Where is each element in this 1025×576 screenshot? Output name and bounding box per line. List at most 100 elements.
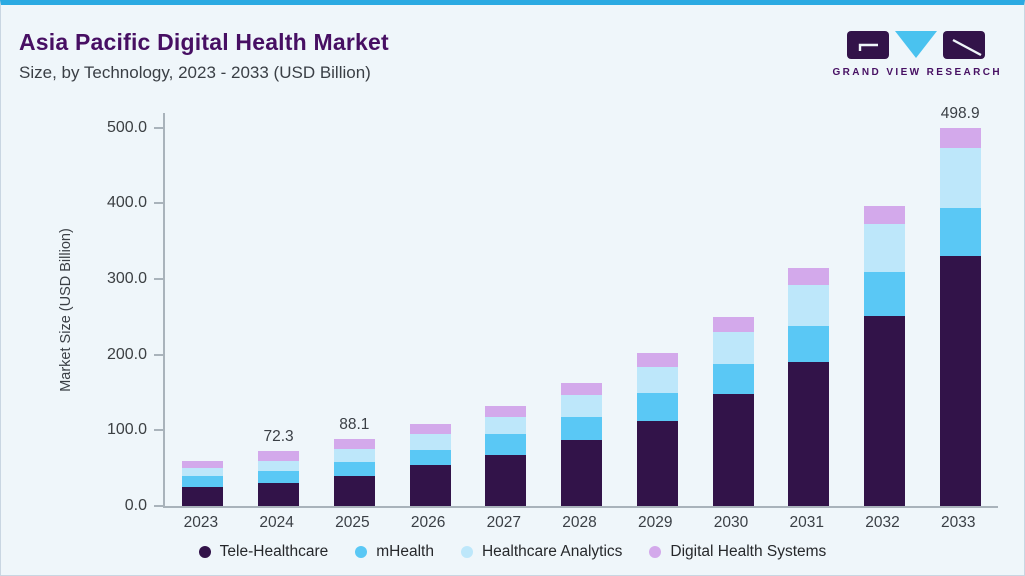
header: Asia Pacific Digital Health Market Size,… bbox=[19, 29, 1002, 83]
y-tick-label: 300.0 bbox=[106, 269, 147, 287]
bar-segment-healthcare-analytics bbox=[939, 147, 981, 209]
y-tick bbox=[154, 277, 163, 280]
bar-segment-mhealth bbox=[485, 433, 527, 455]
gvr-logo: GRAND VIEW RESEARCH bbox=[833, 29, 1003, 78]
x-axis-label-2027: 2027 bbox=[486, 514, 522, 531]
bar-group-2023 bbox=[182, 460, 224, 506]
bar-segment-tele-healthcare bbox=[712, 394, 754, 506]
bar-segment-mhealth bbox=[333, 461, 375, 476]
bar-segment-digital-health-systems bbox=[863, 206, 905, 225]
legend-item-label: Digital Health Systems bbox=[670, 543, 827, 560]
bar-segment-tele-healthcare bbox=[333, 475, 375, 506]
y-tick-label: 0.0 bbox=[124, 497, 147, 514]
y-axis-title: Market Size (USD Billion) bbox=[58, 227, 75, 392]
bar-group-2030 bbox=[712, 316, 754, 506]
bar-segment-healthcare-analytics bbox=[258, 461, 300, 471]
bar-segment-mhealth bbox=[788, 325, 830, 363]
legend-item-tele-healthcare: Tele-Healthcare bbox=[198, 543, 328, 561]
legend-item-label: mHealth bbox=[376, 543, 434, 560]
bar-segment-tele-healthcare bbox=[788, 362, 830, 506]
legend-item-healthcare-analytics: Healthcare Analytics bbox=[460, 543, 623, 561]
bar-slot-2029 bbox=[619, 113, 695, 506]
bar-slot-2030 bbox=[695, 113, 771, 506]
plot-area: 0.0 100.0 200.0 300.0 400.0 500.0 72.3 88.1 498.… bbox=[107, 105, 998, 514]
bar-group-2027 bbox=[485, 405, 527, 506]
x-axis-label-2033: 2033 bbox=[940, 514, 976, 531]
bar-segment-tele-healthcare bbox=[182, 486, 224, 506]
x-axis-label-2028: 2028 bbox=[562, 514, 597, 531]
bar-segment-mhealth bbox=[409, 449, 451, 466]
y-tick-label: 200.0 bbox=[106, 345, 147, 363]
logo-g-detail bbox=[859, 43, 879, 51]
bar-segment-tele-healthcare bbox=[485, 454, 527, 506]
bar-group-2028 bbox=[561, 382, 603, 506]
legend-item-mhealth: mHealth bbox=[355, 543, 434, 561]
x-axis-label-2026: 2026 bbox=[410, 514, 446, 531]
bar-segment-healthcare-analytics bbox=[485, 416, 527, 434]
bar-segment-healthcare-analytics bbox=[788, 284, 830, 326]
y-tick bbox=[154, 353, 163, 356]
bar-value-label: 72.3 bbox=[263, 428, 294, 446]
x-axis-label-2023: 2023 bbox=[183, 514, 219, 531]
bar-group-2033: 498.9 bbox=[939, 105, 981, 506]
y-tick bbox=[154, 429, 163, 432]
bar-segment-digital-health-systems bbox=[788, 268, 830, 285]
y-tick bbox=[154, 202, 163, 205]
bars-layer: 72.3 88.1 498.9 bbox=[165, 105, 998, 506]
bar-segment-digital-health-systems bbox=[409, 423, 451, 435]
x-axis-label-2025: 2025 bbox=[335, 514, 370, 531]
bar-slot-2027 bbox=[468, 113, 544, 506]
bar-segment-healthcare-analytics bbox=[712, 332, 754, 364]
bar-segment-mhealth bbox=[182, 476, 224, 487]
legend-item-digital-health-systems: Digital Health Systems bbox=[649, 543, 826, 561]
bar-segment-tele-healthcare bbox=[939, 255, 981, 506]
legend: Tele-Healthcare mHealth Healthcare Analyti… bbox=[1, 543, 1024, 561]
bar-segment-tele-healthcare bbox=[258, 483, 300, 506]
bar-segment-digital-health-systems bbox=[712, 316, 754, 333]
bar-slot-2026 bbox=[392, 113, 468, 506]
x-axis-label-2032: 2032 bbox=[865, 514, 900, 531]
bar-group-2024: 72.3 bbox=[258, 428, 300, 506]
x-axis-labels: 2023 2024 2025 2026 2027 2028 2029 2030 2031 2032… bbox=[163, 514, 996, 532]
bar-group-2031 bbox=[788, 268, 830, 506]
bar-segment-tele-healthcare bbox=[409, 465, 451, 506]
bar-segment-healthcare-analytics bbox=[182, 468, 224, 477]
bar-value-label: 88.1 bbox=[339, 416, 370, 434]
legend-dot-icon bbox=[198, 546, 211, 558]
bar-segment-healthcare-analytics bbox=[863, 224, 905, 273]
y-tick-label: 100.0 bbox=[106, 421, 147, 439]
bar-segment-healthcare-analytics bbox=[409, 434, 451, 450]
y-tick-label: 500.0 bbox=[106, 118, 147, 136]
y-tick-label: 400.0 bbox=[106, 194, 147, 212]
bar-group-2026 bbox=[409, 423, 451, 506]
bar-segment-digital-health-systems bbox=[485, 405, 527, 417]
bar-group-2029 bbox=[636, 352, 678, 506]
bar-slot-2032 bbox=[847, 113, 923, 506]
bar-segment-digital-health-systems bbox=[561, 382, 603, 395]
y-tick bbox=[154, 505, 163, 507]
logo-v-shape bbox=[895, 31, 938, 58]
bar-slot-2025: 88.1 bbox=[316, 113, 392, 506]
bar-segment-digital-health-systems bbox=[333, 439, 375, 450]
bar-group-2032 bbox=[863, 206, 905, 506]
bar-slot-2033: 498.9 bbox=[922, 105, 998, 506]
bar-segment-mhealth bbox=[863, 272, 905, 316]
bar-segment-healthcare-analytics bbox=[333, 449, 375, 462]
page-title: Asia Pacific Digital Health Market bbox=[19, 29, 389, 55]
bar-slot-2031 bbox=[771, 113, 847, 506]
bar-segment-mhealth bbox=[258, 470, 300, 484]
legend-dot-icon bbox=[355, 546, 368, 558]
bar-segment-tele-healthcare bbox=[636, 420, 678, 506]
legend-dot-icon bbox=[460, 546, 473, 558]
legend-item-label: Healthcare Analytics bbox=[481, 543, 623, 560]
gvr-logo-icon bbox=[847, 31, 986, 59]
x-axis-label-2030: 2030 bbox=[713, 514, 749, 531]
y-tick bbox=[154, 126, 163, 129]
logo-r-detail bbox=[952, 38, 982, 57]
bar-segment-mhealth bbox=[636, 392, 678, 421]
bar-segment-digital-health-systems bbox=[258, 451, 300, 462]
bar-slot-2028 bbox=[544, 113, 620, 506]
bar-segment-mhealth bbox=[712, 363, 754, 395]
bar-segment-mhealth bbox=[561, 416, 603, 440]
